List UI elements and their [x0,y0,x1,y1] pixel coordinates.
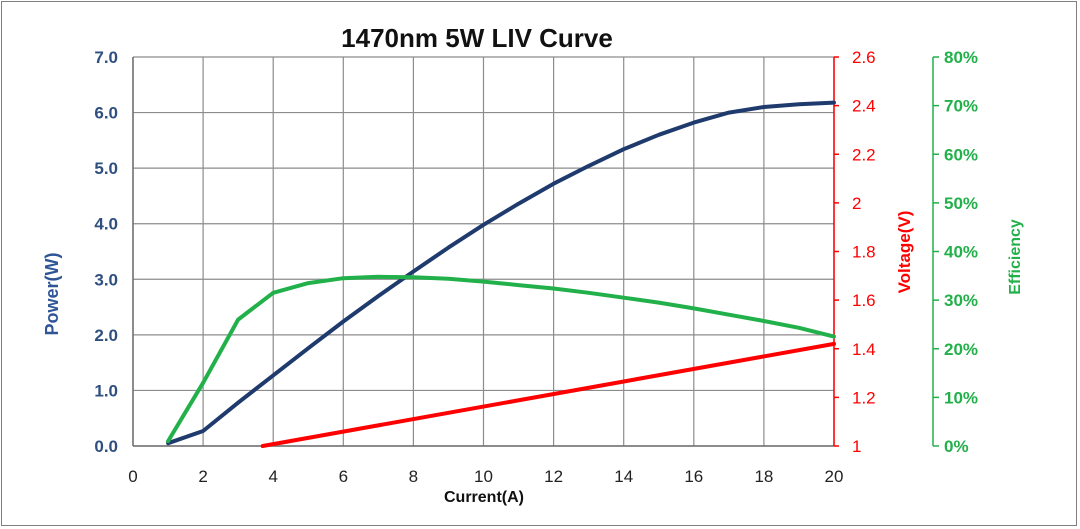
efficiency-tick-label: 30% [944,291,978,310]
power-series-line [166,100,836,446]
efficiency-tick-label: 50% [944,194,978,213]
x-tick-label: 4 [268,467,277,486]
series-lines [166,100,836,448]
power-tick-label: 4.0 [94,215,118,234]
power-tick-label: 6.0 [94,104,118,123]
power-tick-label: 7.0 [94,48,118,67]
power-tick-label: 5.0 [94,159,118,178]
voltage-tick-label: 1 [852,437,861,456]
voltage-tick-label: 2 [852,194,861,213]
x-tick-label: 0 [128,467,137,486]
efficiency-axis-label: Efficiency [1007,219,1024,295]
x-tick-label: 16 [684,467,703,486]
efficiency-series-line [166,274,836,444]
power-tick-label: 2.0 [94,326,118,345]
axes [132,56,939,447]
efficiency-tick-label: 20% [944,340,978,359]
voltage-tick-label: 2.2 [852,145,876,164]
x-tick-label: 10 [474,467,493,486]
x-tick-label: 8 [409,467,418,486]
power-tick-label: 3.0 [94,270,118,289]
efficiency-tick-label: 10% [944,388,978,407]
voltage-tick-label: 1.6 [852,291,876,310]
power-tick-label: 1.0 [94,381,118,400]
power-tick-label: 0.0 [94,437,118,456]
x-axis-label: Current(A) [444,489,524,506]
x-tick-label: 20 [825,467,844,486]
voltage-tick-label: 1.2 [852,388,876,407]
voltage-series-line [260,341,836,448]
x-tick-label: 12 [544,467,563,486]
tick-labels: 0 2 4 6 8 10 12 14 16 18 200.01.02.03.04.05.06.07.… [94,48,978,486]
voltage-tick-label: 1.4 [852,340,876,359]
voltage-axis-label: Voltage(V) [895,211,914,294]
voltage-tick-label: 1.8 [852,243,876,262]
chart-title: 1470nm 5W LIV Curve [341,23,613,53]
voltage-tick-label: 2.4 [852,97,876,116]
efficiency-tick-label: 70% [944,97,978,116]
efficiency-tick-label: 80% [944,48,978,67]
efficiency-tick-label: 40% [944,243,978,262]
efficiency-tick-label: 0% [944,437,969,456]
x-tick-label: 14 [614,467,633,486]
x-tick-label: 6 [339,467,348,486]
power-axis-label: Power(W) [42,252,62,335]
x-tick-label: 18 [754,467,773,486]
efficiency-tick-label: 60% [944,145,978,164]
grid [132,56,835,447]
voltage-tick-label: 2.6 [852,48,876,67]
x-tick-label: 2 [198,467,207,486]
